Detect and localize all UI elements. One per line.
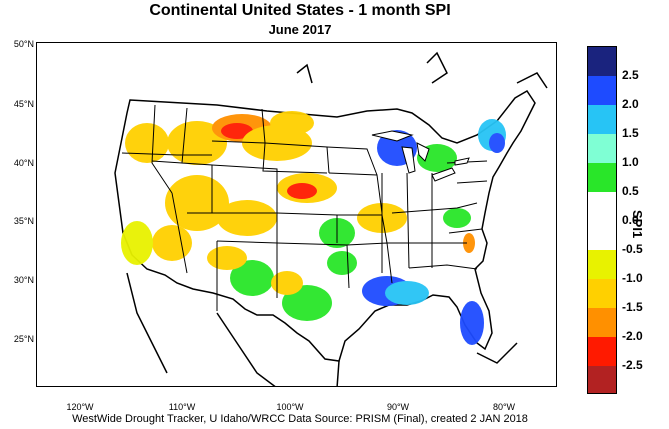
colorbar-segment [588, 221, 616, 250]
map-title: Continental United States - 1 month SPI [149, 2, 451, 19]
lon-label-90: 90°W [386, 402, 410, 412]
state-boundaries [121, 104, 488, 311]
lat-label-35: 35°N [13, 216, 34, 226]
colorbar-segment [588, 163, 616, 192]
lon-label-100: 100°W [276, 402, 304, 412]
colorbar-segment [588, 279, 616, 308]
neighbor-outlines [126, 51, 548, 386]
colorbar-segment [588, 192, 616, 221]
colorbar-segment [588, 105, 616, 134]
colorbar-segment [588, 76, 616, 105]
colorbar-tick: -2.0 [622, 329, 643, 343]
colorbar-tick: -2.5 [622, 358, 643, 372]
lat-label-25: 25°N [13, 334, 34, 344]
colorbar-tick: 2.0 [622, 97, 639, 111]
colorbar-tick: 1.5 [622, 126, 639, 140]
lat-label-40: 40°N [13, 158, 34, 168]
colorbar-segment [588, 366, 616, 393]
colorbar-segment [588, 250, 616, 279]
colorbar-tick: 0.0 [622, 213, 639, 227]
lon-label-120: 120°W [66, 402, 94, 412]
colorbar-tick: 2.5 [622, 68, 639, 82]
lat-label-50: 50°N [13, 39, 34, 49]
spi-map [114, 51, 548, 386]
great-lakes [371, 130, 470, 182]
colorbar-tick: -0.5 [622, 242, 643, 256]
colorbar [587, 46, 617, 394]
colorbar-segment [588, 308, 616, 337]
map-footer: WestWide Drought Tracker, U Idaho/WRCC D… [72, 413, 528, 425]
map-frame [36, 42, 557, 387]
colorbar-tick: -1.5 [622, 300, 643, 314]
lon-label-80: 80°W [492, 402, 516, 412]
colorbar-label: SPI1 [630, 210, 645, 239]
lon-label-110: 110°W [168, 402, 196, 412]
colorbar-tick: 0.5 [622, 184, 639, 198]
colorbar-tick: -1.0 [622, 271, 643, 285]
colorbar-segment [588, 134, 616, 163]
colorbar-tick: 1.0 [622, 155, 639, 169]
lat-label-45: 45°N [13, 99, 34, 109]
colorbar-segment [588, 47, 616, 76]
colorbar-segment [588, 337, 616, 366]
lat-label-30: 30°N [13, 275, 34, 285]
map-subtitle: June 2017 [268, 22, 332, 37]
